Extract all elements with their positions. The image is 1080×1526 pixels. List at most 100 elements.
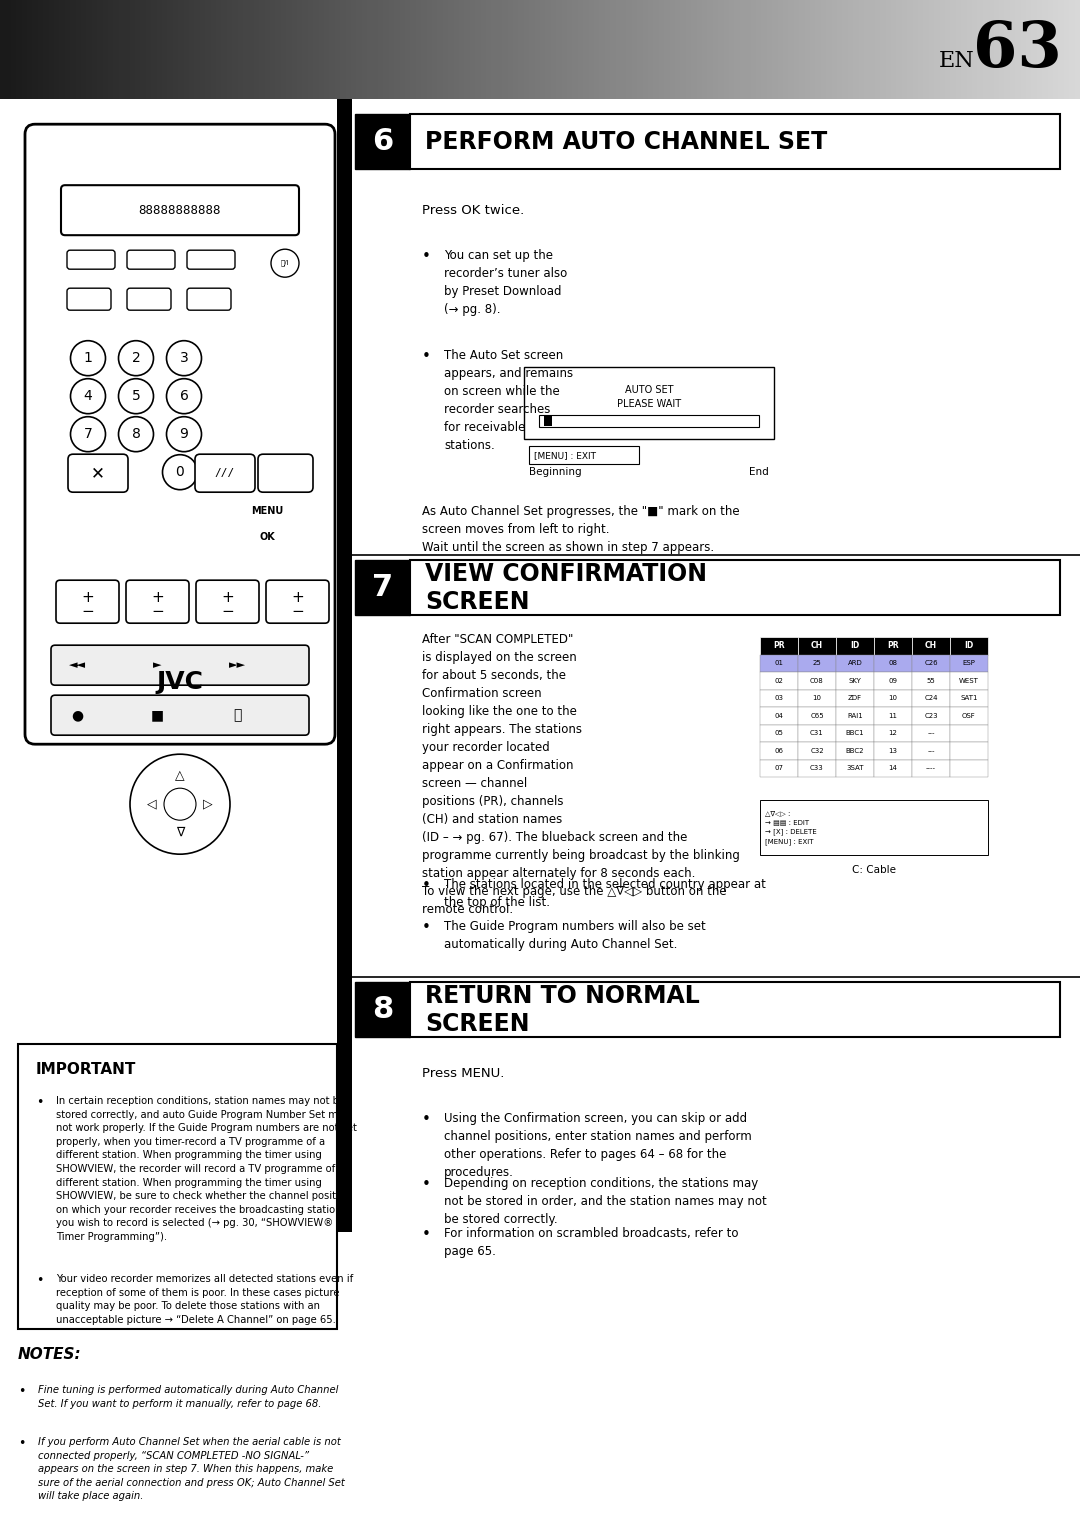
Bar: [355, 560, 410, 615]
Bar: [874, 742, 912, 760]
Bar: [836, 690, 874, 707]
Text: 3SAT: 3SAT: [847, 766, 864, 772]
Text: IMPORTANT: IMPORTANT: [36, 1062, 136, 1077]
Text: ▷: ▷: [203, 798, 213, 810]
Text: SKY: SKY: [849, 678, 862, 684]
Circle shape: [271, 249, 299, 278]
Bar: [891, 0, 899, 99]
Bar: [119, 0, 126, 99]
Bar: [648, 0, 656, 99]
Bar: [760, 742, 798, 760]
Text: ID: ID: [850, 641, 860, 650]
Bar: [626, 0, 634, 99]
Bar: [621, 0, 629, 99]
Bar: [874, 655, 912, 671]
Text: EN: EN: [940, 50, 975, 73]
Bar: [659, 0, 666, 99]
Text: MENU: MENU: [251, 507, 283, 516]
Bar: [832, 0, 839, 99]
Bar: [767, 0, 774, 99]
Text: •: •: [18, 1386, 25, 1398]
Text: C65: C65: [810, 713, 824, 719]
Bar: [912, 638, 950, 655]
Bar: [151, 0, 159, 99]
Bar: [632, 0, 639, 99]
Text: Fine tuning is performed automatically during Auto Channel
Set. If you want to p: Fine tuning is performed automatically d…: [38, 1386, 338, 1408]
Text: CH: CH: [924, 641, 937, 650]
Bar: [502, 0, 510, 99]
Bar: [760, 760, 798, 777]
Circle shape: [166, 378, 202, 414]
Text: 63: 63: [973, 20, 1062, 79]
Bar: [486, 0, 494, 99]
Bar: [76, 0, 83, 99]
Bar: [880, 0, 888, 99]
Bar: [130, 0, 137, 99]
Bar: [874, 725, 912, 742]
Bar: [896, 0, 904, 99]
Text: •: •: [422, 1227, 431, 1242]
Text: Press OK twice.: Press OK twice.: [422, 204, 524, 217]
Bar: [337, 99, 352, 1231]
Bar: [22, 0, 29, 99]
Text: +: +: [292, 589, 303, 604]
Bar: [248, 0, 256, 99]
Bar: [146, 0, 153, 99]
Bar: [983, 0, 990, 99]
Bar: [864, 0, 872, 99]
Bar: [950, 707, 988, 725]
Circle shape: [166, 340, 202, 375]
Text: △∇◁▷ :
→ ▤▤ : EDIT
→ [X] : DELETE
[MENU] : EXIT: △∇◁▷ : → ▤▤ : EDIT → [X] : DELETE [MENU]…: [765, 810, 816, 845]
Bar: [912, 671, 950, 690]
Text: 1: 1: [83, 351, 93, 365]
Bar: [760, 707, 798, 725]
Bar: [836, 760, 874, 777]
Text: PR: PR: [887, 641, 899, 650]
Bar: [167, 0, 175, 99]
Bar: [508, 0, 515, 99]
Text: C24: C24: [924, 696, 937, 702]
Circle shape: [162, 455, 198, 490]
FancyBboxPatch shape: [266, 580, 329, 623]
Bar: [907, 0, 915, 99]
Text: 55: 55: [927, 678, 935, 684]
Bar: [643, 0, 650, 99]
Text: 0: 0: [176, 465, 185, 479]
Bar: [329, 0, 337, 99]
Bar: [513, 0, 521, 99]
Circle shape: [166, 417, 202, 452]
Text: 6: 6: [179, 389, 188, 403]
Bar: [778, 0, 785, 99]
Bar: [1069, 0, 1077, 99]
Bar: [302, 0, 310, 99]
Text: After "SCAN COMPLETED"
is displayed on the screen
for about 5 seconds, the
Confi: After "SCAN COMPLETED" is displayed on t…: [422, 633, 740, 916]
Bar: [497, 0, 504, 99]
Text: The Auto Set screen
appears, and remains
on screen while the
recorder searches
f: The Auto Set screen appears, and remains…: [444, 349, 573, 452]
Bar: [313, 0, 321, 99]
Bar: [810, 0, 818, 99]
FancyBboxPatch shape: [127, 250, 175, 269]
Text: ARD: ARD: [848, 661, 862, 667]
Bar: [1064, 0, 1071, 99]
FancyBboxPatch shape: [195, 455, 255, 493]
Bar: [243, 0, 251, 99]
Bar: [454, 0, 461, 99]
Bar: [518, 0, 526, 99]
Bar: [761, 0, 769, 99]
Text: 10: 10: [812, 696, 822, 702]
Bar: [281, 0, 288, 99]
Text: Press MENU.: Press MENU.: [422, 1067, 504, 1080]
Bar: [49, 0, 56, 99]
FancyBboxPatch shape: [187, 250, 235, 269]
Bar: [18, 1044, 337, 1329]
Text: +: +: [81, 589, 94, 604]
Text: C33: C33: [810, 766, 824, 772]
Bar: [594, 0, 602, 99]
Text: 88888888888: 88888888888: [138, 203, 221, 217]
Bar: [410, 983, 1059, 1038]
Text: •: •: [36, 1274, 43, 1286]
Bar: [270, 0, 278, 99]
Bar: [798, 655, 836, 671]
Bar: [729, 0, 737, 99]
Bar: [340, 0, 348, 99]
